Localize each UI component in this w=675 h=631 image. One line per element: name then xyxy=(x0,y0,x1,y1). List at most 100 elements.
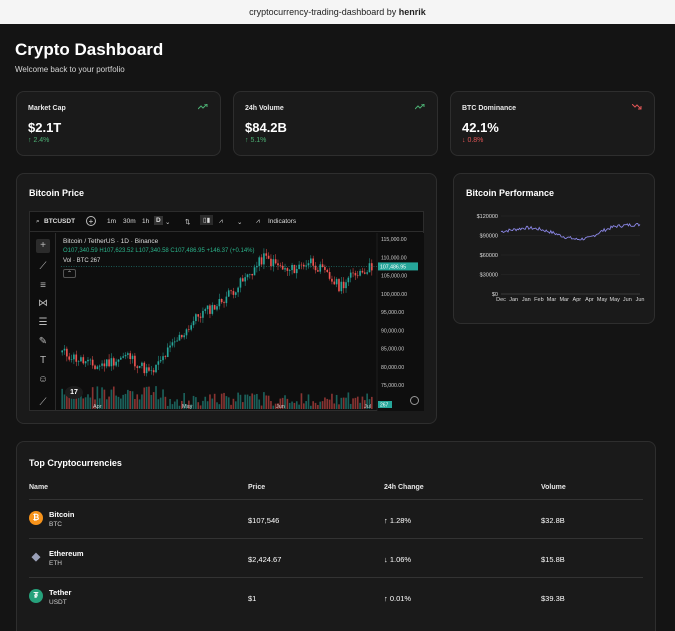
candle-body xyxy=(251,273,254,276)
settings-icon[interactable] xyxy=(410,396,419,405)
fib-icon[interactable]: ≡ xyxy=(40,280,46,291)
volume-bar xyxy=(129,390,132,409)
candle-body xyxy=(124,354,127,357)
tradingview-widget[interactable]: ⌕ BTCUSDT + 1m 30m 1h D ⌄ ⇅ ▯▮ ⩘ ⌄ ⩘ Ind… xyxy=(29,211,424,411)
stat-change: ↓ 0.8% xyxy=(462,137,484,144)
candle-body xyxy=(155,364,157,373)
candle-body xyxy=(183,335,185,338)
price-tick-label: 95,000.00 xyxy=(381,310,404,316)
chevron-down-icon[interactable]: ⌄ xyxy=(237,219,243,226)
y-tick-label: $90000 xyxy=(480,234,498,240)
chart-type-icon[interactable]: ⩘ xyxy=(219,218,223,225)
candle-body xyxy=(220,298,223,303)
interval-1h[interactable]: 1h xyxy=(142,218,150,225)
coin-change: ↑ 1.28% xyxy=(384,516,412,525)
stat-label: 24h Volume xyxy=(245,105,284,112)
candle-body xyxy=(288,270,291,271)
candle-body xyxy=(162,356,164,361)
tradingview-logo[interactable]: 17 xyxy=(65,386,83,399)
collapse-legend-button[interactable]: ⌃ xyxy=(63,269,76,278)
volume-bar xyxy=(94,399,96,409)
text-icon[interactable]: T xyxy=(39,355,47,366)
time-tick-label: Apr xyxy=(93,404,102,410)
volume-bar xyxy=(159,397,162,409)
candle-body xyxy=(70,359,73,360)
last-volume-badge xyxy=(378,401,392,408)
bitcoin-icon: ₿ xyxy=(29,511,43,525)
table-row[interactable]: ◆ Ethereum ETH $2,424.67 ↓ 1.06% $15.8B xyxy=(29,538,643,576)
interval-1m[interactable]: 1m xyxy=(107,218,117,225)
volume-bar xyxy=(340,397,343,409)
ethereum-icon: ◆ xyxy=(31,551,41,563)
candle-body xyxy=(326,269,329,273)
drawing-toolbar: + ⟋ ≡ ⋈ ☰ ✎ T ☺ ⟋ xyxy=(30,233,56,411)
pattern-icon[interactable]: ⋈ xyxy=(38,298,48,309)
price-tick-label: 110,000.00 xyxy=(381,255,407,261)
search-icon[interactable]: ⌕ xyxy=(36,218,40,225)
candle-body xyxy=(293,264,296,274)
price-tick-label: 80,000.00 xyxy=(381,365,404,371)
candlestick-chart[interactable]: 115,000.00 110,000.00 105,000.00 100,000.00… xyxy=(57,233,424,411)
table-row[interactable]: ₿ Bitcoin BTC $107,546 ↑ 1.28% $32.8B xyxy=(29,499,643,537)
candle-body xyxy=(192,321,195,326)
card-title: Bitcoin Price xyxy=(29,188,85,198)
add-symbol-icon[interactable]: + xyxy=(86,216,96,226)
indicators-icon[interactable]: ⩘ xyxy=(256,218,260,225)
indicators-button[interactable]: Indicators xyxy=(268,218,297,225)
coin-symbol: USDT xyxy=(49,599,67,606)
candle-body xyxy=(66,348,68,357)
candle-body xyxy=(84,361,87,364)
bitcoin-performance-card: Bitcoin Performance $120000 $90000 $60000 $… xyxy=(453,173,655,324)
candle-body xyxy=(105,359,108,367)
emoji-icon[interactable]: ☺ xyxy=(37,374,49,385)
candle-body xyxy=(331,278,333,282)
brush-icon[interactable]: ✎ xyxy=(38,336,48,347)
volume-bar xyxy=(260,405,263,409)
volume-bar xyxy=(307,394,310,409)
volume-bar xyxy=(89,397,92,409)
volume-bar xyxy=(291,401,293,409)
candle-body xyxy=(119,357,122,360)
coin-price: $107,546 xyxy=(248,516,280,525)
volume-bar xyxy=(321,401,324,409)
candle-body xyxy=(159,360,162,362)
volume-legend: Vol · BTC 267 xyxy=(63,258,101,264)
interval-30m[interactable]: 30m xyxy=(123,218,136,225)
volume-bar xyxy=(84,397,87,409)
chevron-down-icon[interactable]: ⌄ xyxy=(165,219,171,226)
candle-body xyxy=(279,265,282,266)
stat-card-24h-volume: 24h Volume $84.2B ↑ 5.1% xyxy=(233,91,438,156)
compare-icon[interactable]: ⇅ xyxy=(185,219,191,226)
projection-icon[interactable]: ☰ xyxy=(38,317,48,328)
volume-bar xyxy=(284,395,286,409)
candle-body xyxy=(246,274,249,278)
interval-d[interactable]: D xyxy=(154,216,163,225)
candle-body xyxy=(265,253,268,256)
coin-price: $2,424.67 xyxy=(248,555,282,564)
volume-bar xyxy=(213,393,216,409)
table-row[interactable]: ₮ Tether USDT $1 ↑ 0.01% $39.3B xyxy=(29,577,643,615)
top-cryptocurrencies-card: Top Cryptocurrencies xyxy=(16,441,656,631)
candles-icon[interactable]: ▯▮ xyxy=(200,215,214,225)
candle-body xyxy=(237,287,239,293)
volume-bar xyxy=(199,405,202,409)
candle-body xyxy=(152,370,155,373)
stat-value: $84.2B xyxy=(245,120,287,135)
candle-body xyxy=(291,264,293,271)
crosshair-icon[interactable]: + xyxy=(36,239,50,253)
volume-bar xyxy=(211,398,214,409)
volume-bar xyxy=(218,404,221,409)
candle-body xyxy=(312,258,315,266)
volume-bar xyxy=(124,393,127,409)
coin-change: ↓ 1.06% xyxy=(384,555,412,564)
candle-body xyxy=(138,365,141,368)
volume-bar xyxy=(359,402,361,409)
symbol-selector[interactable]: BTCUSDT xyxy=(44,218,76,225)
series-line xyxy=(500,222,641,241)
volume-bar xyxy=(173,401,176,409)
volume-bar xyxy=(237,392,239,409)
ruler-icon[interactable]: ⟋ xyxy=(39,397,47,408)
candle-body xyxy=(91,359,94,366)
trend-line-icon[interactable]: ⟋ xyxy=(39,261,47,272)
volume-bar xyxy=(326,398,329,409)
